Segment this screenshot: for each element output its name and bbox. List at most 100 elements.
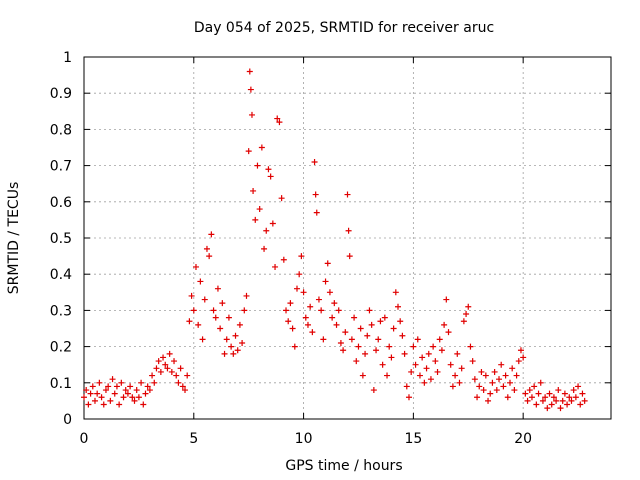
data-point bbox=[236, 321, 243, 328]
x-tick-label: 5 bbox=[189, 431, 198, 447]
data-point bbox=[465, 303, 472, 310]
data-point bbox=[482, 372, 489, 379]
data-point bbox=[312, 191, 319, 198]
data-point bbox=[359, 372, 366, 379]
data-point bbox=[340, 347, 347, 354]
data-point bbox=[190, 307, 197, 314]
data-point bbox=[531, 383, 538, 390]
data-point bbox=[403, 383, 410, 390]
data-point bbox=[421, 379, 428, 386]
data-point bbox=[197, 278, 204, 285]
data-point bbox=[550, 394, 557, 401]
data-point bbox=[370, 387, 377, 394]
data-point bbox=[513, 372, 520, 379]
data-point bbox=[91, 397, 98, 404]
data-point bbox=[168, 368, 175, 375]
data-point bbox=[379, 361, 386, 368]
data-point bbox=[247, 86, 254, 93]
data-point bbox=[478, 368, 485, 375]
data-point bbox=[153, 365, 160, 372]
data-point bbox=[179, 383, 186, 390]
data-point bbox=[535, 390, 542, 397]
data-point bbox=[480, 387, 487, 394]
data-point bbox=[289, 325, 296, 332]
data-point bbox=[267, 173, 274, 180]
data-point bbox=[287, 300, 294, 307]
x-axis-label: GPS time / hours bbox=[285, 458, 402, 474]
data-point bbox=[561, 390, 568, 397]
data-point bbox=[184, 372, 191, 379]
data-point bbox=[280, 256, 287, 263]
data-point bbox=[441, 321, 448, 328]
data-point bbox=[335, 307, 342, 314]
data-point bbox=[164, 365, 171, 372]
data-point bbox=[100, 401, 107, 408]
data-point bbox=[146, 387, 153, 394]
data-point bbox=[384, 372, 391, 379]
data-point bbox=[460, 318, 467, 325]
data-point bbox=[517, 347, 524, 354]
data-point bbox=[575, 383, 582, 390]
data-point bbox=[228, 343, 235, 350]
data-point bbox=[315, 296, 322, 303]
data-point bbox=[520, 354, 527, 361]
data-point bbox=[572, 394, 579, 401]
data-point bbox=[528, 394, 535, 401]
data-point bbox=[276, 119, 283, 126]
data-point bbox=[502, 372, 509, 379]
data-point bbox=[522, 390, 529, 397]
data-point bbox=[392, 289, 399, 296]
data-point bbox=[553, 397, 560, 404]
data-point bbox=[195, 321, 202, 328]
data-point bbox=[399, 332, 406, 339]
data-point bbox=[544, 405, 551, 412]
data-point bbox=[124, 390, 131, 397]
data-point bbox=[355, 343, 362, 350]
data-point bbox=[320, 336, 327, 343]
data-point bbox=[293, 285, 300, 292]
data-point bbox=[348, 336, 355, 343]
data-point bbox=[182, 387, 189, 394]
data-point bbox=[225, 314, 232, 321]
data-point bbox=[219, 300, 226, 307]
data-point bbox=[443, 296, 450, 303]
data-point bbox=[581, 397, 588, 404]
data-point bbox=[373, 347, 380, 354]
chart-title: Day 054 of 2025, SRMTID for receiver aru… bbox=[194, 20, 494, 36]
data-point bbox=[83, 387, 90, 394]
data-point bbox=[397, 318, 404, 325]
data-point bbox=[377, 318, 384, 325]
data-point bbox=[469, 358, 476, 365]
data-point bbox=[430, 343, 437, 350]
data-point bbox=[192, 263, 199, 270]
data-point bbox=[566, 394, 573, 401]
data-point bbox=[405, 394, 412, 401]
data-point bbox=[496, 376, 503, 383]
data-point bbox=[471, 376, 478, 383]
data-point bbox=[296, 271, 303, 278]
data-points bbox=[81, 68, 588, 412]
data-point bbox=[390, 325, 397, 332]
x-tick-label: 20 bbox=[514, 431, 532, 447]
data-point bbox=[357, 325, 364, 332]
data-point bbox=[116, 401, 123, 408]
data-point bbox=[419, 354, 426, 361]
data-point bbox=[366, 307, 373, 314]
data-point bbox=[138, 379, 145, 386]
data-point bbox=[265, 166, 272, 173]
data-point bbox=[329, 314, 336, 321]
data-point bbox=[122, 387, 129, 394]
data-point bbox=[410, 343, 417, 350]
data-point bbox=[456, 379, 463, 386]
data-point bbox=[98, 394, 105, 401]
data-point bbox=[245, 148, 252, 155]
data-point bbox=[509, 365, 516, 372]
data-point bbox=[467, 343, 474, 350]
data-point bbox=[157, 368, 164, 375]
data-point bbox=[223, 336, 230, 343]
y-tick-label: 0.8 bbox=[50, 122, 72, 138]
data-point bbox=[199, 336, 206, 343]
data-point bbox=[256, 206, 263, 213]
data-point bbox=[243, 292, 250, 299]
